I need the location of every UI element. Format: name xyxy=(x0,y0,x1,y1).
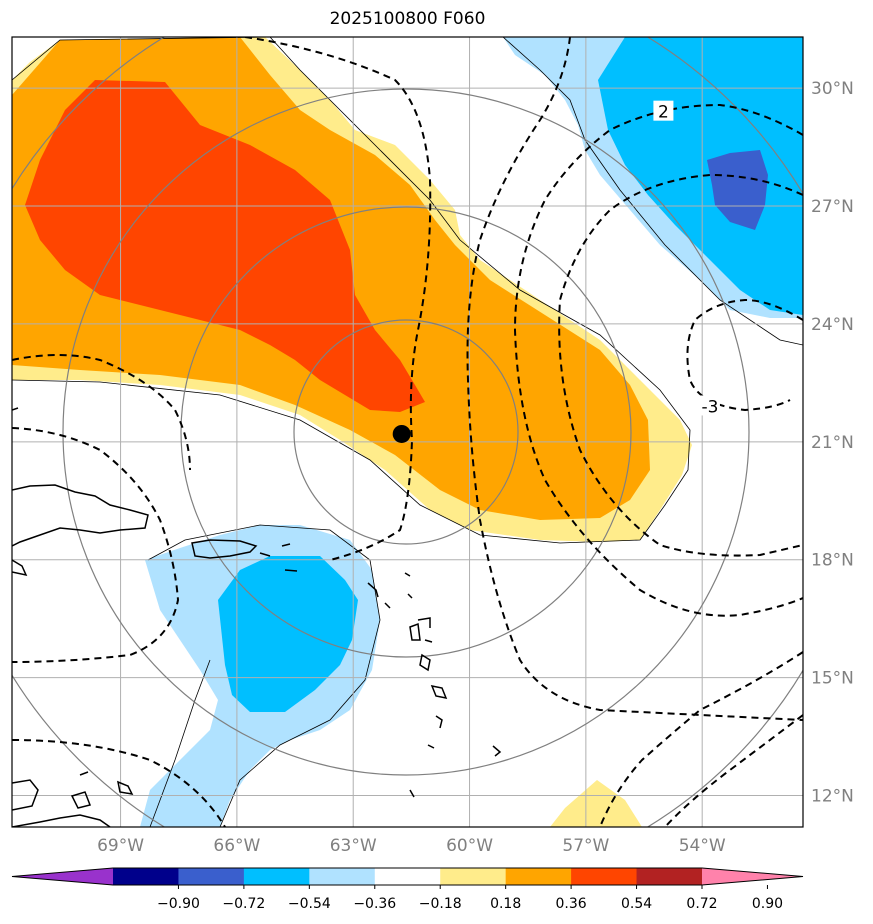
latitude-tick-label: 30°N xyxy=(811,79,854,99)
colorbar-tick-label: 0.72 xyxy=(686,896,717,912)
radial-rings xyxy=(12,37,803,827)
colorbar-tick-label: 0.90 xyxy=(752,896,783,912)
longitude-tick-label: 60°W xyxy=(446,836,493,856)
negative-anomaly-strong-ne xyxy=(707,150,768,230)
latitude-tick-label: 27°N xyxy=(811,197,854,217)
contour-label: -3 xyxy=(701,397,718,417)
map-area: 2 -3 xyxy=(12,37,803,827)
contour-label-bg xyxy=(653,100,674,121)
longitude-labels: 69°W 66°W 63°W 60°W 57°W 54°W xyxy=(97,836,726,856)
colorbar-segment xyxy=(636,868,703,885)
longitude-tick-label: 54°W xyxy=(679,836,726,856)
longitude-tick-label: 66°W xyxy=(213,836,260,856)
map-title: 2025100800 F060 xyxy=(329,9,486,29)
colorbar-tick-label: −0.54 xyxy=(288,896,331,912)
contour-label: 2 xyxy=(658,103,669,123)
longitude-tick-label: 69°W xyxy=(97,836,144,856)
negative-anomaly-shading xyxy=(140,37,803,827)
colorbar-extend-max xyxy=(702,868,803,885)
colorbar-segment xyxy=(571,868,638,885)
colorbar-segment xyxy=(440,868,507,885)
colorbar-tick-label: 0.18 xyxy=(490,896,521,912)
positive-anomaly-light-south xyxy=(550,780,642,827)
colorbar-tick-label: −0.90 xyxy=(157,896,200,912)
colorbar-segment xyxy=(178,868,245,885)
colorbar-segment xyxy=(309,868,376,885)
colorbar-segment xyxy=(374,868,441,885)
latitude-tick-label: 21°N xyxy=(811,433,854,453)
map-frame xyxy=(11,36,804,828)
colorbar-tick-label: −0.18 xyxy=(419,896,462,912)
colorbar-tick-label: −0.72 xyxy=(222,896,265,912)
latitude-tick-label: 24°N xyxy=(811,315,854,335)
colorbar-extend-min xyxy=(12,868,113,885)
positive-anomaly-shading xyxy=(12,37,692,827)
colorbar: −0.90 −0.72 −0.54 −0.36 −0.18 0.18 0.36 0.54 0.7… xyxy=(11,867,804,912)
longitude-tick-label: 63°W xyxy=(330,836,377,856)
contour-labels: 2 -3 xyxy=(653,100,720,417)
latitude-tick-label: 15°N xyxy=(811,669,854,689)
latitude-tick-label: 12°N xyxy=(811,787,854,807)
positive-anomaly-strong xyxy=(25,80,425,412)
negative-anomaly-mid-ne xyxy=(598,37,803,315)
latitude-tick-label: 18°N xyxy=(811,551,854,571)
colorbar-tick-label: 0.54 xyxy=(621,896,652,912)
zero-contours xyxy=(12,37,803,827)
colorbar-tick-label: 0.36 xyxy=(556,896,587,912)
colorbar-tick-label: −0.36 xyxy=(353,896,396,912)
colorbar-segment xyxy=(113,868,179,885)
contour-label-bg xyxy=(699,395,720,416)
colorbar-segment xyxy=(243,868,310,885)
longitude-tick-label: 57°W xyxy=(562,836,609,856)
latitude-labels: 12°N 15°N 18°N 21°N 24°N 27°N 30°N xyxy=(811,79,854,806)
negative-anomaly-mid-sw xyxy=(218,556,358,712)
map-grid xyxy=(12,37,803,827)
coastlines xyxy=(12,407,502,827)
colorbar-outline xyxy=(11,867,804,886)
storm-center-marker xyxy=(392,424,411,443)
colorbar-segment xyxy=(505,868,572,885)
